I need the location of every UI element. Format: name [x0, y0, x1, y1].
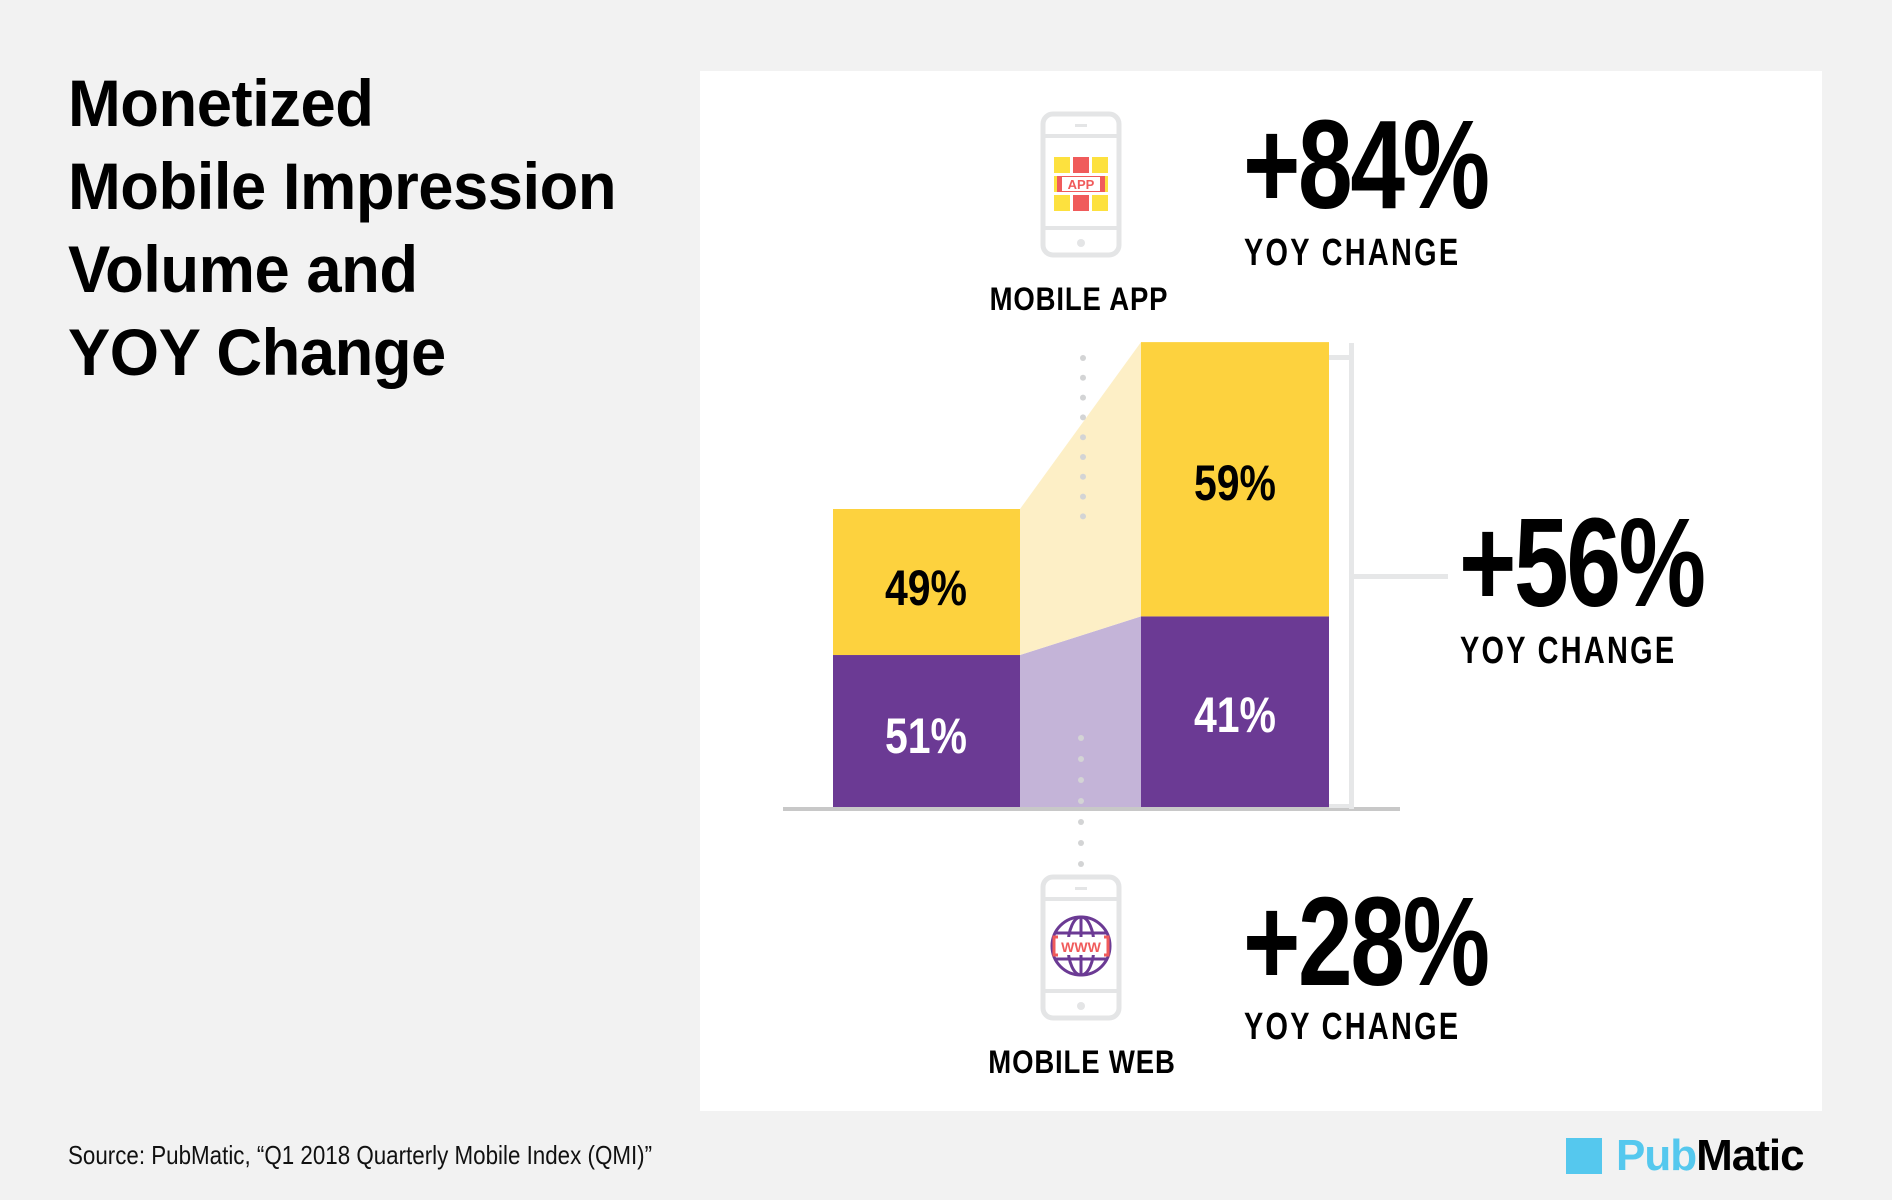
mobile-web-yoy-label: YOY CHANGE [1244, 1005, 1460, 1048]
mobile-app-band [1020, 342, 1141, 656]
dotted-guides [1078, 355, 1086, 867]
title-line: Monetized [68, 66, 374, 140]
mobile-app-yoy-value: +84% [1243, 94, 1488, 235]
mobile-app-phone-icon: APP [1040, 111, 1122, 258]
title-line: Volume and [68, 232, 418, 306]
title-line: YOY Change [68, 315, 446, 389]
guide-dot [1078, 735, 1084, 741]
title-line: Mobile Impression [68, 149, 617, 223]
bar-segment-mobile-app [833, 509, 1020, 656]
bar-label-web-current: 41% [1194, 687, 1276, 743]
bracket-bottom-tick [1329, 804, 1354, 808]
mobile-web-yoy-value: +28% [1243, 871, 1488, 1012]
bar-segment-mobile-web [833, 655, 1020, 807]
guide-dot [1080, 513, 1086, 520]
bars-group [833, 342, 1329, 807]
logo-text-pub: Pub [1616, 1131, 1697, 1180]
mobile-web-label: MOBILE WEB [988, 1045, 1175, 1080]
bar-segment-mobile-web [1141, 616, 1329, 807]
mobile-app-yoy-label: YOY CHANGE [1244, 231, 1460, 274]
guide-dot [1080, 434, 1086, 441]
mobile-app-label: MOBILE APP [990, 282, 1169, 317]
pubmatic-logo: PubMatic [1566, 1134, 1805, 1178]
page-title: Monetized Mobile Impression Volume and Y… [68, 62, 617, 394]
guide-dot [1078, 861, 1084, 867]
guide-dot [1078, 798, 1084, 804]
app-icon-text: APP [1068, 177, 1095, 192]
bar-label-app-prior: 49% [885, 560, 967, 616]
bar-label-web-prior: 51% [885, 708, 967, 764]
bar-label-app-current: 59% [1194, 455, 1276, 511]
bar-segment-mobile-app [1141, 342, 1329, 617]
guide-dot [1080, 493, 1086, 500]
guide-dot [1080, 374, 1086, 381]
guide-dot [1078, 840, 1084, 846]
web-icon-text: WWW [1061, 939, 1101, 955]
guide-dot [1080, 454, 1086, 460]
guide-dot [1080, 355, 1086, 361]
guide-dot [1078, 756, 1084, 762]
source-note: Source: PubMatic, “Q1 2018 Quarterly Mob… [68, 1140, 653, 1170]
total-yoy-value: +56% [1459, 492, 1704, 633]
guide-dot [1080, 473, 1086, 480]
baseline [783, 807, 1400, 811]
guide-dot [1078, 819, 1084, 825]
guide-dot [1080, 394, 1086, 401]
logo-text: PubMatic [1616, 1134, 1805, 1178]
guide-dot [1080, 414, 1086, 421]
guide-dot [1078, 777, 1084, 783]
bracket-connector [1354, 574, 1448, 579]
total-bracket [1329, 343, 1448, 809]
mobile-web-band [1020, 616, 1141, 807]
logo-square-icon [1566, 1138, 1602, 1174]
total-yoy-label: YOY CHANGE [1460, 629, 1676, 672]
bracket-top-tick [1329, 355, 1354, 360]
logo-text-matic: Matic [1696, 1131, 1804, 1180]
mobile-web-phone-icon: WWW [1040, 874, 1122, 1021]
bracket-vertical [1349, 343, 1354, 809]
